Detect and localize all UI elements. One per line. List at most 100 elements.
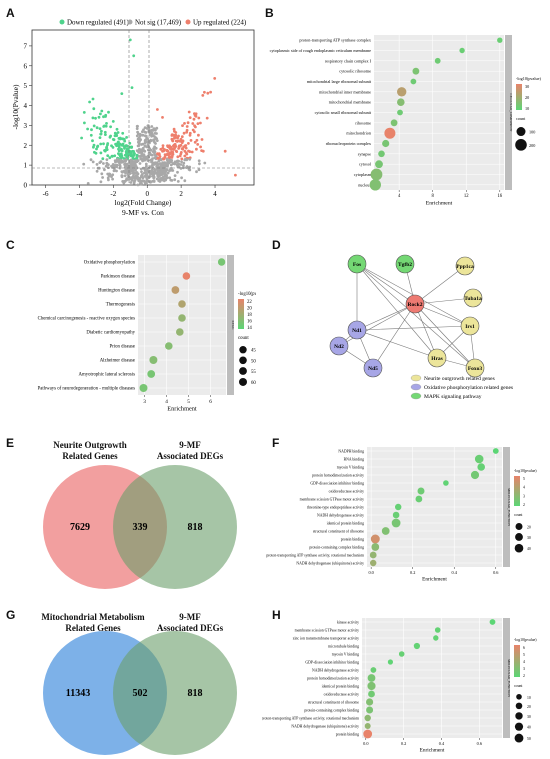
volcano-point <box>144 156 148 159</box>
volcano-point <box>153 135 156 138</box>
data-point <box>171 286 180 294</box>
volcano-point <box>165 174 169 177</box>
data-point <box>417 487 425 495</box>
volcano-point <box>172 147 176 151</box>
volcano-point <box>128 38 132 42</box>
volcano-point <box>166 144 169 148</box>
volcano-point <box>132 150 135 153</box>
category-label: mitochondrion <box>346 131 372 136</box>
category-label: Pathways of neurodegeneration - multiple… <box>38 387 136 392</box>
color-tick-label: 22 <box>247 300 252 305</box>
venn-e-right-title: 9-MF Associated DEGs <box>156 440 224 461</box>
volcano-point <box>151 179 155 183</box>
category-label: myosin V binding <box>332 652 359 656</box>
category-label: structural constituent of ribosome <box>308 700 359 704</box>
volcano-point <box>149 180 153 184</box>
volcano-point <box>173 162 177 166</box>
data-point <box>368 690 375 698</box>
volcano-point <box>102 142 105 146</box>
volcano-point <box>102 125 106 128</box>
volcano-point <box>103 130 107 134</box>
network-edge <box>372 303 416 369</box>
panel-f-dotplot: NADPH binding RNA binding myosin V binding… <box>266 447 537 583</box>
x-axis-label: Enrichment <box>426 200 453 206</box>
data-point <box>366 698 374 706</box>
size-legend-label: 30 <box>527 715 531 719</box>
volcano-point <box>119 148 123 152</box>
volcano-point <box>154 146 158 150</box>
panel-b-dotplot: proton-transporting ATP synthase complex… <box>270 35 541 206</box>
category-label: oxidoreductase activity <box>324 692 359 696</box>
volcano-point <box>89 158 93 162</box>
color-legend-title: -log10(pvalue) <box>238 292 256 297</box>
volcano-point <box>174 149 178 153</box>
volcano-point <box>198 162 201 166</box>
color-bar <box>516 84 522 110</box>
category-label: mitochondrial large ribosomal subunit <box>307 79 372 84</box>
volcano-point <box>197 168 201 172</box>
color-legend-title: -log10(pvalue) <box>514 638 537 642</box>
volcano-point <box>171 139 175 143</box>
volcano-point <box>148 152 151 156</box>
network-edge <box>338 303 416 347</box>
category-label: Diabetic cardiomyopathy <box>86 331 135 336</box>
volcano-point <box>95 169 99 173</box>
volcano-point <box>155 139 159 142</box>
volcano-point <box>169 147 173 151</box>
size-legend-label: 20 <box>527 526 531 530</box>
category-label: protein-containing complex binding <box>309 545 364 549</box>
volcano-point <box>155 132 158 135</box>
volcano-point <box>108 156 112 160</box>
color-legend-title: -log10(pvalue) <box>516 76 541 81</box>
volcano-point <box>128 150 132 154</box>
volcano-point <box>142 128 145 132</box>
data-point <box>413 642 420 650</box>
volcano-point <box>199 145 203 149</box>
volcano-point <box>135 156 139 160</box>
legend-oxphos-label: Oxidative phosphorylation related genes <box>424 385 513 391</box>
volcano-point <box>135 153 139 157</box>
size-legend-dot <box>514 733 524 743</box>
venn-g-right-count: 818 <box>188 688 203 699</box>
volcano-point <box>175 140 179 143</box>
volcano-point <box>171 152 175 156</box>
volcano-point <box>194 114 198 118</box>
volcano-point <box>183 122 186 125</box>
category-label: cytosolic ribosome <box>339 69 371 74</box>
venn-g: 11343 502 818 <box>43 631 237 755</box>
volcano-point <box>138 176 142 180</box>
volcano-point <box>180 147 184 151</box>
network-edges <box>338 263 476 369</box>
volcano-point <box>166 171 170 175</box>
volcano-point <box>188 157 192 161</box>
volcano-point <box>127 175 130 179</box>
category-label: Alzheimer disease <box>100 359 135 364</box>
volcano-point <box>115 127 119 131</box>
data-point <box>369 179 381 191</box>
category-label: proton-transporting ATP synthase activit… <box>266 553 364 558</box>
volcano-point <box>158 172 162 176</box>
volcano-point <box>100 172 104 176</box>
data-point <box>366 706 374 714</box>
network-node <box>329 336 349 356</box>
venn-e-left-count: 7629 <box>70 522 90 533</box>
volcano-point <box>110 166 114 169</box>
volcano-point <box>188 116 192 119</box>
volcano-point <box>193 130 196 134</box>
volcano-point <box>209 90 213 94</box>
size-legend-dot <box>515 712 523 720</box>
volcano-point <box>97 115 101 119</box>
volcano-point <box>183 154 187 158</box>
volcano-point <box>101 157 105 161</box>
volcano-point <box>139 155 143 158</box>
network-edge <box>414 297 474 305</box>
volcano-point <box>197 159 201 163</box>
category-label: threonine-type endopeptidase activity <box>307 505 364 509</box>
legend-notsig-dot <box>127 19 133 25</box>
volcano-ytick-label: 7 <box>24 42 28 50</box>
volcano-point <box>86 182 90 185</box>
xtick-label: 0.2 <box>401 741 406 746</box>
volcano-point <box>157 179 161 183</box>
size-legend-label: 45 <box>251 349 256 354</box>
volcano-point <box>182 131 186 135</box>
